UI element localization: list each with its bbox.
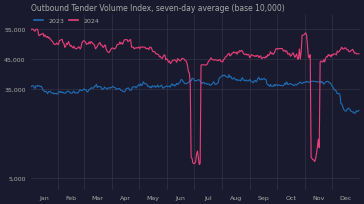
Text: Outbound Tender Volume Index, seven-day average (base 10,000): Outbound Tender Volume Index, seven-day … <box>31 4 284 13</box>
Legend: 2023, 2024: 2023, 2024 <box>33 18 99 24</box>
